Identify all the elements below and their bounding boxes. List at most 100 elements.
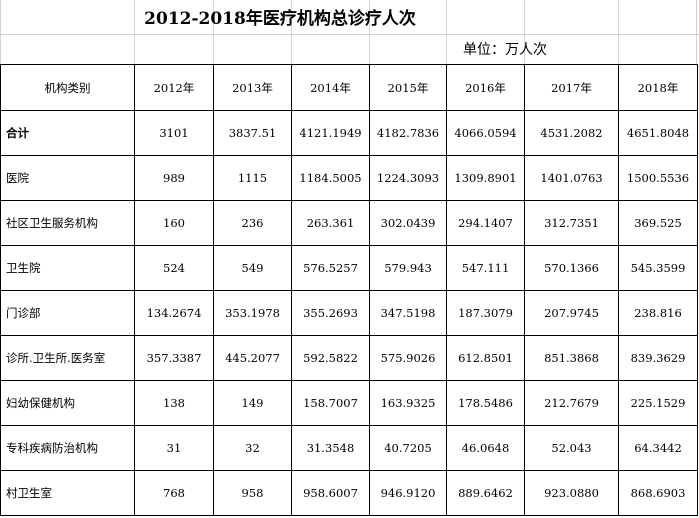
cell[interactable]: 369.525 (618, 200, 698, 246)
row-label[interactable]: 合计 (0, 110, 135, 156)
cell[interactable]: 4651.8048 (618, 110, 698, 156)
cell[interactable]: 3837.51 (213, 110, 292, 156)
cell[interactable]: 889.6462 (446, 470, 525, 516)
gridline (446, 0, 447, 64)
table-row: 村卫生室 768 958 958.6007 946.9120 889.6462 … (0, 470, 698, 516)
cell[interactable]: 32 (213, 425, 292, 471)
cell[interactable]: 1184.5005 (291, 155, 370, 201)
cell[interactable]: 4121.1949 (291, 110, 370, 156)
year-header[interactable]: 2015年 (369, 64, 447, 111)
row-label[interactable]: 社区卫生服务机构 (0, 200, 135, 246)
cell[interactable]: 1401.0763 (524, 155, 619, 201)
cell[interactable]: 31 (134, 425, 214, 471)
cell[interactable]: 357.3387 (134, 335, 214, 381)
cell[interactable]: 868.6903 (618, 470, 698, 516)
gridline (369, 0, 370, 64)
cell[interactable]: 52.043 (524, 425, 619, 471)
cell[interactable]: 3101 (134, 110, 214, 156)
cell[interactable]: 4066.0594 (446, 110, 525, 156)
cell[interactable]: 163.9325 (369, 380, 447, 426)
row-label[interactable]: 门诊部 (0, 290, 135, 336)
cell[interactable]: 187.3079 (446, 290, 525, 336)
year-header[interactable]: 2018年 (618, 64, 698, 111)
gridline (618, 0, 619, 64)
cell[interactable]: 64.3442 (618, 425, 698, 471)
cell[interactable]: 134.2674 (134, 290, 214, 336)
row-label[interactable]: 卫生院 (0, 245, 135, 291)
cell[interactable]: 4182.7836 (369, 110, 447, 156)
header-row: 机构类别 2012年 2013年 2014年 2015年 2016年 2017年… (0, 64, 698, 111)
table-row: 妇幼保健机构 138 149 158.7007 163.9325 178.548… (0, 380, 698, 426)
cell[interactable]: 1115 (213, 155, 292, 201)
cell[interactable]: 612.8501 (446, 335, 525, 381)
cell[interactable]: 263.361 (291, 200, 370, 246)
cell[interactable]: 549 (213, 245, 292, 291)
corner-header[interactable]: 机构类别 (0, 64, 135, 111)
cell[interactable]: 31.3548 (291, 425, 370, 471)
table-row: 医院 989 1115 1184.5005 1224.3093 1309.890… (0, 155, 698, 201)
row-label[interactable]: 村卫生室 (0, 470, 135, 516)
cell[interactable]: 946.9120 (369, 470, 447, 516)
data-table: 机构类别 2012年 2013年 2014年 2015年 2016年 2017年… (0, 64, 698, 516)
table-row: 合计 3101 3837.51 4121.1949 4182.7836 4066… (0, 110, 698, 156)
cell[interactable]: 347.5198 (369, 290, 447, 336)
cell[interactable]: 149 (213, 380, 292, 426)
cell[interactable]: 1224.3093 (369, 155, 447, 201)
cell[interactable]: 160 (134, 200, 214, 246)
cell[interactable]: 570.1366 (524, 245, 619, 291)
table-row: 社区卫生服务机构 160 236 263.361 302.0439 294.14… (0, 200, 698, 246)
cell[interactable]: 312.7351 (524, 200, 619, 246)
cell[interactable]: 445.2077 (213, 335, 292, 381)
cell[interactable]: 353.1978 (213, 290, 292, 336)
cell[interactable]: 851.3868 (524, 335, 619, 381)
cell[interactable]: 212.7679 (524, 380, 619, 426)
cell[interactable]: 547.111 (446, 245, 525, 291)
row-label[interactable]: 医院 (0, 155, 135, 201)
cell[interactable]: 40.7205 (369, 425, 447, 471)
cell[interactable]: 302.0439 (369, 200, 447, 246)
cell[interactable]: 355.2693 (291, 290, 370, 336)
table-row: 诊所.卫生所.医务室 357.3387 445.2077 592.5822 57… (0, 335, 698, 381)
table-row: 卫生院 524 549 576.5257 579.943 547.111 570… (0, 245, 698, 291)
cell[interactable]: 4531.2082 (524, 110, 619, 156)
cell[interactable]: 138 (134, 380, 214, 426)
cell[interactable]: 238.816 (618, 290, 698, 336)
gridline (134, 0, 135, 64)
row-label[interactable]: 妇幼保健机构 (0, 380, 135, 426)
cell[interactable]: 178.5486 (446, 380, 525, 426)
year-header[interactable]: 2013年 (213, 64, 292, 111)
year-header[interactable]: 2017年 (524, 64, 619, 111)
cell[interactable]: 294.1407 (446, 200, 525, 246)
cell[interactable]: 592.5822 (291, 335, 370, 381)
cell[interactable]: 1500.5536 (618, 155, 698, 201)
cell[interactable]: 575.9026 (369, 335, 447, 381)
gridline (0, 34, 699, 35)
cell[interactable]: 576.5257 (291, 245, 370, 291)
cell[interactable]: 579.943 (369, 245, 447, 291)
year-header[interactable]: 2016年 (446, 64, 525, 111)
cell[interactable]: 225.1529 (618, 380, 698, 426)
cell[interactable]: 989 (134, 155, 214, 201)
cell[interactable]: 923.0880 (524, 470, 619, 516)
cell[interactable]: 1309.8901 (446, 155, 525, 201)
cell[interactable]: 958 (213, 470, 292, 516)
cell[interactable]: 158.7007 (291, 380, 370, 426)
cell[interactable]: 958.6007 (291, 470, 370, 516)
cell[interactable]: 839.3629 (618, 335, 698, 381)
cell[interactable]: 545.3599 (618, 245, 698, 291)
gridline (696, 0, 697, 64)
cell[interactable]: 236 (213, 200, 292, 246)
year-header[interactable]: 2012年 (134, 64, 214, 111)
cell[interactable]: 768 (134, 470, 214, 516)
gridline (0, 0, 1, 64)
row-label[interactable]: 专科疾病防治机构 (0, 425, 135, 471)
table-title: 2012-2018年医疗机构总诊疗人次 (144, 9, 416, 29)
row-label[interactable]: 诊所.卫生所.医务室 (0, 335, 135, 381)
gridline (291, 0, 292, 64)
gridline (213, 0, 214, 64)
cell[interactable]: 46.0648 (446, 425, 525, 471)
cell[interactable]: 207.9745 (524, 290, 619, 336)
cell[interactable]: 524 (134, 245, 214, 291)
year-header[interactable]: 2014年 (291, 64, 370, 111)
